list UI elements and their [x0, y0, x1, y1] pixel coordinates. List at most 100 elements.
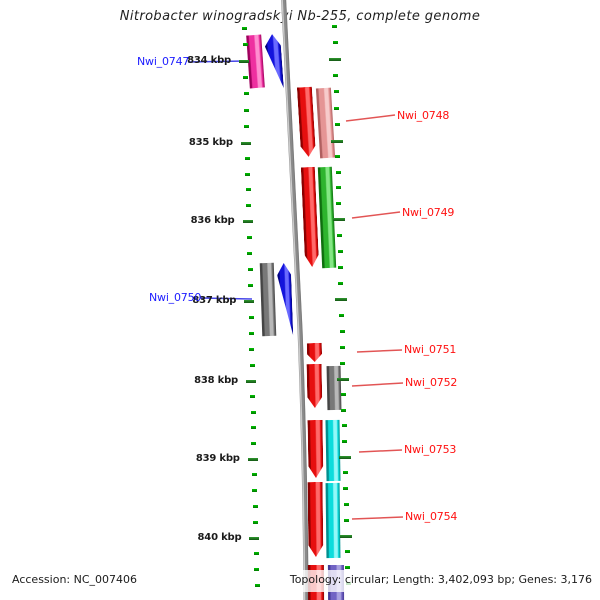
ruler-minor-tick — [345, 566, 351, 570]
genome-backbone — [281, 0, 309, 600]
ruler-minor-tick — [252, 504, 258, 508]
Nwi_0753-label[interactable]: Nwi_0753 — [404, 443, 457, 456]
ruler-major-tick — [334, 297, 347, 301]
Nwi_0747-label[interactable]: Nwi_0747 — [137, 55, 190, 68]
label-leader-lines — [187, 60, 404, 520]
ruler-major-tick — [247, 457, 258, 461]
ruler-minor-tick — [337, 249, 343, 253]
ruler-minor-tick — [252, 473, 258, 477]
ruler-minor-tick — [247, 251, 253, 255]
Nwi_0752-block[interactable] — [326, 365, 342, 411]
ruler-minor-tick — [334, 123, 340, 127]
ruler-minor-tick — [244, 125, 250, 129]
ruler-minor-tick — [343, 487, 349, 491]
ruler-minor-tick — [242, 26, 248, 30]
ruler-minor-tick — [253, 552, 259, 556]
ruler-minor-tick — [336, 201, 342, 205]
ruler-minor-tick — [250, 395, 256, 399]
ruler-major-tick — [240, 141, 251, 145]
kbp-tick-label: 838 kbp — [194, 375, 239, 386]
ruler-major-tick — [329, 57, 341, 61]
page-title: Nitrobacter winogradskyi Nb-255, complet… — [119, 9, 481, 24]
ruler-minor-tick — [249, 347, 255, 351]
topology-text: Topology: circular; Length: 3,402,093 bp… — [289, 573, 592, 586]
ruler-major-tick — [244, 299, 255, 303]
ruler-minor-tick — [332, 41, 338, 45]
ruler-minor-tick — [250, 410, 256, 414]
ruler-minor-tick — [335, 170, 341, 174]
kbp-tick-label: 834 kbp — [187, 55, 231, 66]
ruler-major-tick — [246, 379, 257, 383]
ruler-minor-tick — [341, 424, 347, 428]
kbp-tick-label: 840 kbp — [197, 532, 242, 543]
ruler-minor-tick — [339, 329, 345, 333]
ruler-minor-tick — [254, 568, 260, 572]
Nwi_0749-label[interactable]: Nwi_0749 — [402, 206, 455, 219]
ruler-minor-tick — [341, 393, 347, 397]
Nwi_0750-block[interactable] — [259, 262, 277, 337]
ruler-minor-tick — [335, 155, 341, 159]
ruler-minor-tick — [248, 331, 254, 335]
status-bar-left-backdrop — [8, 570, 150, 592]
ruler-minor-tick — [243, 75, 249, 79]
Nwi_0754-label[interactable]: Nwi_0754 — [405, 510, 458, 523]
ruler-major-tick — [332, 217, 345, 221]
leader-line — [351, 382, 404, 387]
Nwi_0748-label[interactable]: Nwi_0748 — [397, 109, 450, 122]
ruler-minor-tick — [244, 108, 250, 112]
ruler-major-tick — [338, 455, 351, 459]
ruler-minor-tick — [252, 489, 258, 493]
leader-line — [345, 114, 396, 122]
Nwi_0752-label[interactable]: Nwi_0752 — [405, 376, 458, 389]
ruler-minor-tick — [343, 502, 349, 506]
ruler-minor-tick — [249, 363, 255, 367]
ruler-minor-tick — [336, 186, 342, 190]
ruler-major-tick — [239, 59, 249, 63]
ruler-minor-tick — [333, 73, 339, 77]
ruler-minor-tick — [253, 520, 259, 524]
leader-line — [351, 211, 401, 219]
ruler-minor-tick — [251, 441, 257, 445]
ruler-minor-tick — [245, 188, 251, 192]
kbp-tick-label: 836 kbp — [190, 215, 235, 226]
ruler-minor-tick — [246, 235, 252, 239]
ruler-minor-tick — [254, 583, 260, 587]
Nwi_0753-block[interactable] — [325, 419, 341, 482]
ruler-minor-tick — [339, 313, 345, 317]
ruler-minor-tick — [242, 43, 248, 47]
status-bar-right-backdrop — [264, 570, 596, 592]
Nwi_0754-block[interactable] — [325, 482, 341, 559]
ruler-minor-tick — [344, 518, 350, 522]
ruler-minor-tick — [247, 267, 253, 271]
ruler-minor-tick — [245, 172, 251, 176]
ruler-minor-tick — [247, 283, 253, 287]
ruler-major-tick — [330, 139, 343, 143]
ruler-minor-tick — [342, 471, 348, 475]
leader-line — [199, 297, 253, 300]
ruler-minor-tick — [340, 361, 346, 365]
ruler-minor-tick — [341, 408, 347, 412]
ruler-major-tick — [249, 536, 260, 540]
genome-backbone-shadow — [285, 0, 309, 600]
genome-backbone-highlight — [281, 0, 306, 600]
ruler-minor-tick — [338, 281, 344, 285]
ruler-minor-tick — [337, 233, 343, 237]
ruler-minor-tick — [337, 265, 343, 269]
ruler-minor-tick — [342, 439, 348, 443]
Nwi_0750-label[interactable]: Nwi_0750 — [149, 291, 202, 304]
ruler-minor-tick — [332, 24, 338, 28]
ruler-minor-tick — [334, 106, 340, 110]
leader-line — [187, 60, 247, 63]
Nwi_0751-label[interactable]: Nwi_0751 — [404, 343, 457, 356]
Nwi_0754-arrow[interactable] — [308, 482, 324, 557]
ruler-minor-tick — [245, 157, 251, 161]
ruler-minor-tick — [248, 315, 254, 319]
kbp-tick-label: 837 kbp — [192, 295, 237, 306]
ruler-major-tick — [242, 219, 253, 223]
leader-line — [351, 516, 404, 520]
ruler-minor-tick — [339, 345, 345, 349]
ruler-major-tick — [336, 377, 349, 381]
ruler-minor-tick — [246, 203, 252, 207]
kbp-tick-label: 839 kbp — [195, 453, 240, 464]
